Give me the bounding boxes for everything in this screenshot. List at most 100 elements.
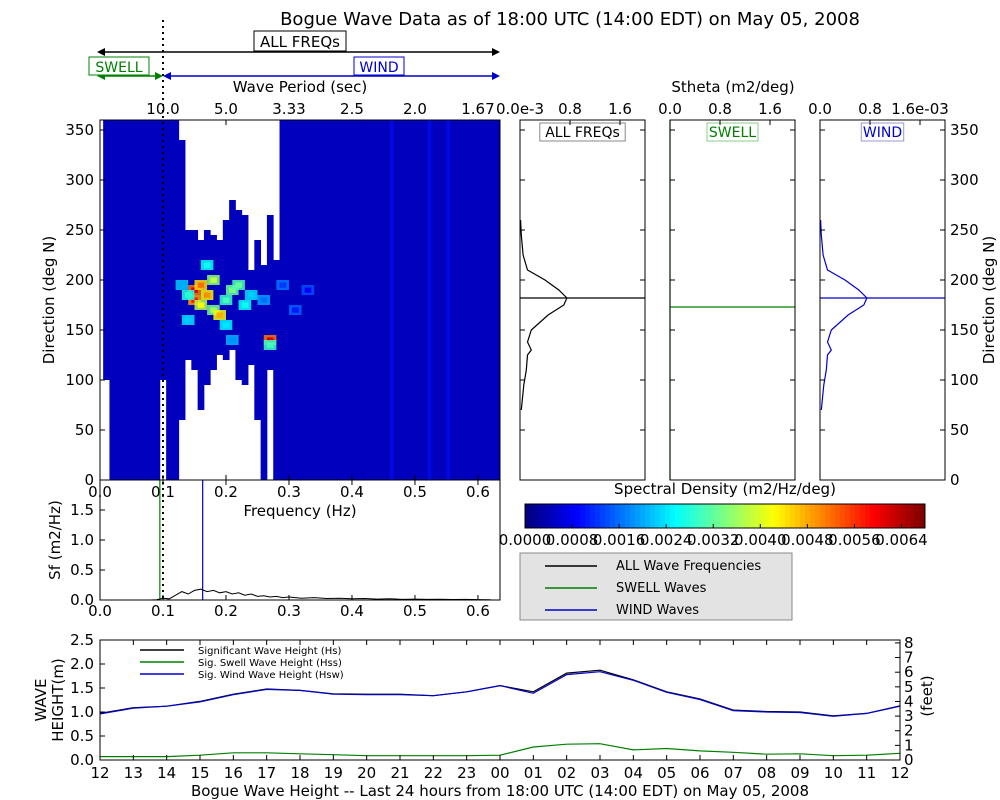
stheta-xtick-label: 0.0: [658, 100, 682, 118]
wave-height-right-tick-label: 5: [904, 678, 914, 696]
heatmap-column: [468, 120, 476, 480]
stheta-label-box: [539, 122, 626, 142]
stheta-xtick-label: 0.8: [708, 100, 732, 118]
direction-axis-label-right: Direction (deg N): [980, 236, 998, 365]
heatmap-column: [304, 120, 312, 480]
wave-height-xtick-label: 21: [390, 764, 409, 782]
heatmap-column: [279, 120, 287, 480]
stheta-xtick-label: 0.8: [858, 100, 882, 118]
heatmap-column: [449, 120, 457, 480]
wave-height-ytick-label: 1.5: [70, 679, 94, 697]
stheta-frame: [669, 119, 796, 481]
heatmap-column: [367, 120, 375, 480]
heatmap-column: [153, 120, 161, 480]
stheta-panel-label: SWELL: [709, 125, 756, 141]
colorbar-segment: [760, 504, 766, 528]
colorbar-segment: [870, 504, 876, 528]
all-freqs-arrow-head-right: [492, 48, 500, 56]
wave-height-xtick-label: 20: [357, 764, 376, 782]
colorbar: [525, 504, 926, 528]
stheta-xtick-label: 1.6: [608, 100, 632, 118]
heatmap-cell: [235, 282, 243, 288]
heatmap-column: [430, 120, 438, 480]
colorbar-segment: [710, 504, 716, 528]
wave-height-xtick-label: 11: [857, 764, 876, 782]
wave-height-right-tick-label: 0: [904, 751, 914, 769]
wave-height-ytick-label: 0.5: [70, 727, 94, 745]
wave-height-xlabel: Bogue Wave Height -- Last 24 hours from …: [191, 782, 809, 800]
colorbar-segment: [855, 504, 861, 528]
colorbar-tick-label: 0.0024: [640, 531, 693, 549]
colorbar-segment: [690, 504, 696, 528]
heatmap-column: [481, 120, 488, 480]
colorbar-segment: [785, 504, 791, 528]
colorbar-segment: [585, 504, 591, 528]
wave-height-xtick-label: 23: [457, 764, 476, 782]
heatmap-x-ticks: 0.0 0.1 0.2 0.3 0.4 0.5 0.6: [88, 475, 490, 501]
stheta-right-ytick-label: 100: [950, 371, 979, 389]
colorbar-tick-label: 0.0064: [875, 531, 928, 549]
wave-height-right-tick-label: 2: [904, 722, 914, 740]
wave-height-right-tick-label: 3: [904, 707, 914, 725]
heatmap-cell: [222, 297, 230, 303]
period-tick-label: 5.0: [214, 100, 238, 118]
wave-height-xtick-label: 12: [890, 764, 909, 782]
heatmap-ytick-label: 150: [65, 321, 94, 339]
band-arrows: [97, 48, 500, 80]
heatmap-column: [336, 120, 343, 480]
frequency-axis-label-top: Frequency (Hz): [243, 502, 356, 520]
band-header: ALL FREQs SWELL WIND: [88, 30, 500, 80]
colorbar-frame: [524, 503, 926, 529]
spectrum-ytick-label: 0.0: [70, 591, 94, 609]
wind-box: [353, 56, 405, 76]
wave-height-xtick-label: 06: [690, 764, 709, 782]
colorbar-segment: [560, 504, 566, 528]
spectrum-ytick-label: 1.0: [70, 531, 94, 549]
colorbar-segment: [625, 504, 631, 528]
heatmap-column: [462, 120, 469, 480]
colorbar-segment: [780, 504, 786, 528]
heatmap-cell: [266, 342, 274, 348]
heatmap-xtick-label: 0.4: [340, 483, 364, 501]
wave-height-ticks: 12 13 14 15 16 17 18 19 20 21 22 23 00 01 02 03 04 05 06 07…: [70, 631, 913, 782]
colorbar-tick-label: 0.0008: [546, 531, 599, 549]
stheta-right-ytick-label: 350: [950, 121, 979, 139]
legend-label: ALL Wave Frequencies: [616, 559, 761, 574]
colorbar-panel: Spectral Density (m2/Hz/deg) 0.00000.000…: [499, 480, 928, 549]
colorbar-segment: [545, 504, 551, 528]
heatmap-column: [380, 120, 388, 480]
heatmap-cell: [185, 317, 192, 323]
colorbar-segment: [595, 504, 601, 528]
heatmap-column: [166, 120, 173, 480]
wind-arrow-head-right: [492, 72, 500, 80]
heatmap-column: [147, 120, 154, 480]
colorbar-segment: [910, 504, 916, 528]
colorbar-segment: [810, 504, 816, 528]
wave-height-right-tick-label: 7: [904, 649, 914, 667]
colorbar-segment: [525, 504, 531, 528]
heatmap-band: [389, 120, 394, 480]
wave-height-ylabel-line2: HEIGHT(m): [49, 658, 67, 742]
colorbar-segment: [605, 504, 611, 528]
heatmap-column: [273, 260, 280, 480]
heatmap-column: [487, 120, 495, 480]
colorbar-segment: [915, 504, 921, 528]
colorbar-segment: [805, 504, 811, 528]
heatmap-cell: [229, 337, 236, 343]
heatmap-cell: [185, 292, 192, 298]
stheta-xtick-label: 1.6: [758, 100, 782, 118]
heatmap-column: [392, 120, 400, 480]
heatmap-column: [210, 235, 217, 370]
colorbar-segment: [890, 504, 896, 528]
colorbar-segment: [540, 504, 546, 528]
spectrum-xtick-label: 0.0: [88, 602, 112, 620]
colorbar-segment: [820, 504, 826, 528]
all-freqs-arrow-head-left: [97, 48, 105, 56]
period-tick-label: 2.0: [403, 100, 427, 118]
heatmap-cell: [216, 312, 224, 318]
stheta-label-box: [706, 122, 759, 142]
colorbar-segment: [815, 504, 821, 528]
heatmap-column: [329, 120, 337, 480]
